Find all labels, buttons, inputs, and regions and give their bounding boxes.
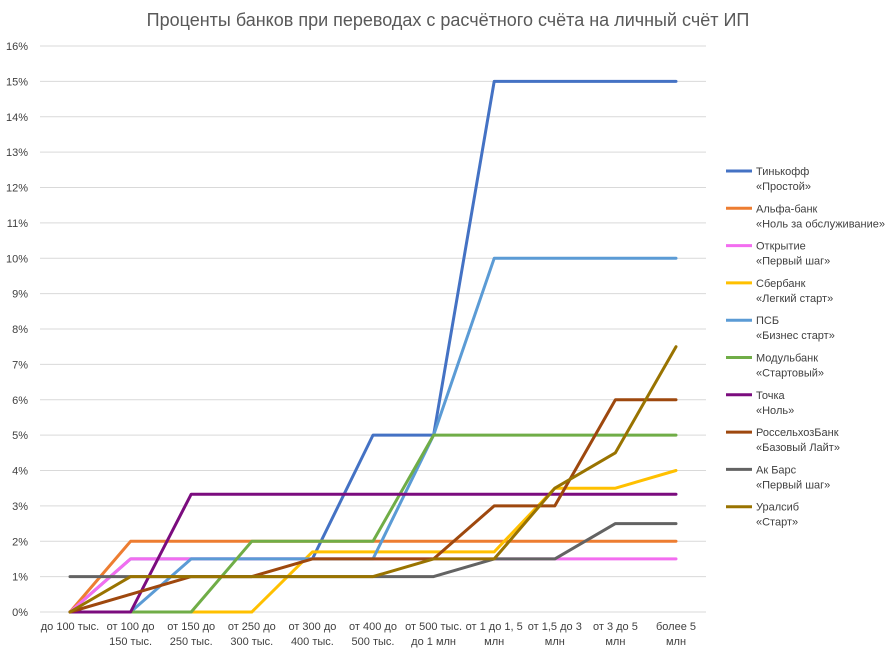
y-tick-label: 5% xyxy=(12,430,28,442)
legend-label: ПСБ «Бизнес старт» xyxy=(756,315,835,342)
legend-label: Уралсиб «Старт» xyxy=(756,502,799,529)
series-line xyxy=(68,79,678,614)
y-tick-label: 10% xyxy=(6,253,28,265)
chart-title: Проценты банков при переводах с расчётно… xyxy=(147,10,750,30)
y-tick-label: 14% xyxy=(6,112,28,124)
series-line xyxy=(68,492,678,614)
legend: Тинькофф «Простой» Альфа-банк «Ноль за обсл… xyxy=(726,166,885,529)
y-tick-label: 3% xyxy=(12,501,28,513)
x-tick-label: от 1,5 до 3 млн xyxy=(528,621,582,648)
y-tick-label: 4% xyxy=(12,466,28,478)
x-tick-label: от 400 до 500 тыс. xyxy=(349,621,397,648)
y-tick-label: 16% xyxy=(6,41,28,53)
x-tick-label: от 3 до 5 млн xyxy=(593,621,638,648)
y-tick-label: 11% xyxy=(7,218,28,230)
y-tick-label: 8% xyxy=(12,324,28,336)
y-tick-label: 6% xyxy=(12,395,28,407)
x-tick-label: от 150 до 250 тыс. xyxy=(167,621,215,648)
legend-label: РоссельхозБанк «Базовый Лайт» xyxy=(756,427,840,454)
x-tick-label: более 5 млн xyxy=(656,621,696,648)
y-axis: 0% 1% 2% 3% 4% 5% 6% 7% 8% 9% 10% 11% 12% 13% 14% 15% 16… xyxy=(6,41,28,619)
x-tick-label: от 250 до 300 тыс. xyxy=(228,621,276,648)
y-tick-label: 15% xyxy=(6,76,28,88)
y-tick-label: 0% xyxy=(12,607,28,619)
y-tick-label: 1% xyxy=(12,572,28,584)
y-tick-label: 12% xyxy=(6,183,28,195)
series-line xyxy=(68,433,678,614)
legend-label: Тинькофф «Простой» xyxy=(756,166,811,193)
y-tick-label: 9% xyxy=(12,289,28,301)
x-tick-label: до 100 тыс. xyxy=(41,621,100,633)
legend-label: Альфа-банк «Ноль за обслуживание» xyxy=(756,203,885,230)
x-tick-label: от 300 до 400 тыс. xyxy=(288,621,336,648)
legend-label: Модульбанк «Стартовый» xyxy=(756,353,824,380)
x-axis: до 100 тыс. от 100 до 150 тыс. от 150 до 250… xyxy=(41,621,696,648)
x-tick-label: от 1 до 1, 5 млн xyxy=(466,621,523,648)
series-line xyxy=(68,398,678,614)
series-line xyxy=(68,345,678,614)
legend-label: Точка «Ноль» xyxy=(756,390,794,417)
legend-label: Сбербанк «Легкий старт» xyxy=(756,278,833,305)
legend-label: Ак Барс «Первый шаг» xyxy=(756,464,830,491)
y-tick-label: 13% xyxy=(6,147,28,159)
x-tick-label: от 100 до 150 тыс. xyxy=(107,621,155,648)
grid-lines xyxy=(40,45,706,613)
y-tick-label: 7% xyxy=(12,359,28,371)
x-tick-label: от 500 тыс. до 1 млн xyxy=(405,621,462,648)
series-lines xyxy=(68,79,678,614)
y-tick-label: 2% xyxy=(12,536,28,548)
legend-label: Открытие «Первый шаг» xyxy=(756,241,830,268)
